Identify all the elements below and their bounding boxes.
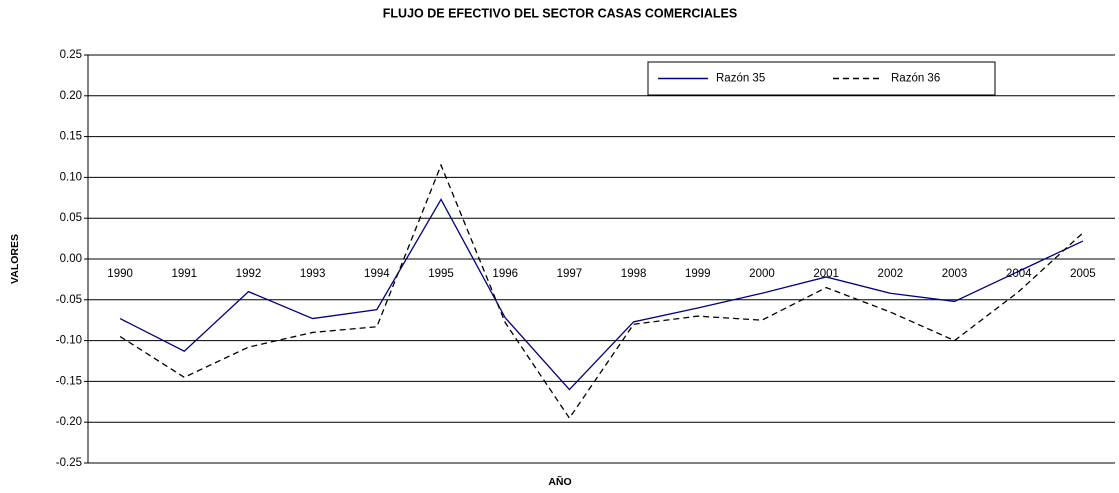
y-tick-label: 0.05	[60, 212, 82, 224]
y-axis-title: VALORES	[9, 234, 21, 284]
y-tick-label: 0.10	[60, 171, 82, 183]
x-tick-label: 1999	[685, 268, 711, 280]
line-series	[119, 163, 1084, 420]
y-tick-label: -0.20	[56, 416, 82, 428]
y-tick-label: -0.25	[56, 457, 82, 469]
x-tick-label: 1994	[364, 268, 390, 280]
x-tick-label: 1996	[492, 268, 518, 280]
x-axis-title: AÑO	[548, 475, 571, 488]
y-tick-label: -0.10	[56, 335, 82, 347]
x-tick-label: 2004	[1006, 268, 1032, 280]
y-tick-label: 0.15	[60, 131, 82, 143]
y-tick-label: -0.05	[56, 294, 82, 306]
legend-label: Razón 35	[716, 73, 765, 85]
y-tick-label: -0.15	[56, 375, 82, 387]
x-tick-label: 2000	[749, 268, 775, 280]
x-tick-label: 1993	[300, 268, 326, 280]
x-tick-label: 1997	[557, 268, 583, 280]
x-tick-label: 1990	[107, 268, 133, 280]
y-tick-label: 0.20	[60, 90, 82, 102]
y-tick-label: 0.25	[60, 49, 82, 61]
x-tick-label: 2001	[813, 268, 839, 280]
line-series	[119, 198, 1084, 391]
x-tick-label: 1992	[236, 268, 262, 280]
x-tick-label: 1991	[171, 268, 197, 280]
chart-title: FLUJO DE EFECTIVO DEL SECTOR CASAS COMER…	[383, 6, 737, 20]
x-tick-label: 1998	[621, 268, 647, 280]
y-tick-label: 0.00	[60, 253, 82, 265]
x-tick-label: 2005	[1070, 268, 1096, 280]
x-tick-label: 2003	[942, 268, 968, 280]
x-tick-label: 1995	[428, 268, 454, 280]
legend-label: Razón 36	[891, 73, 940, 85]
x-tick-label: 2002	[878, 268, 904, 280]
